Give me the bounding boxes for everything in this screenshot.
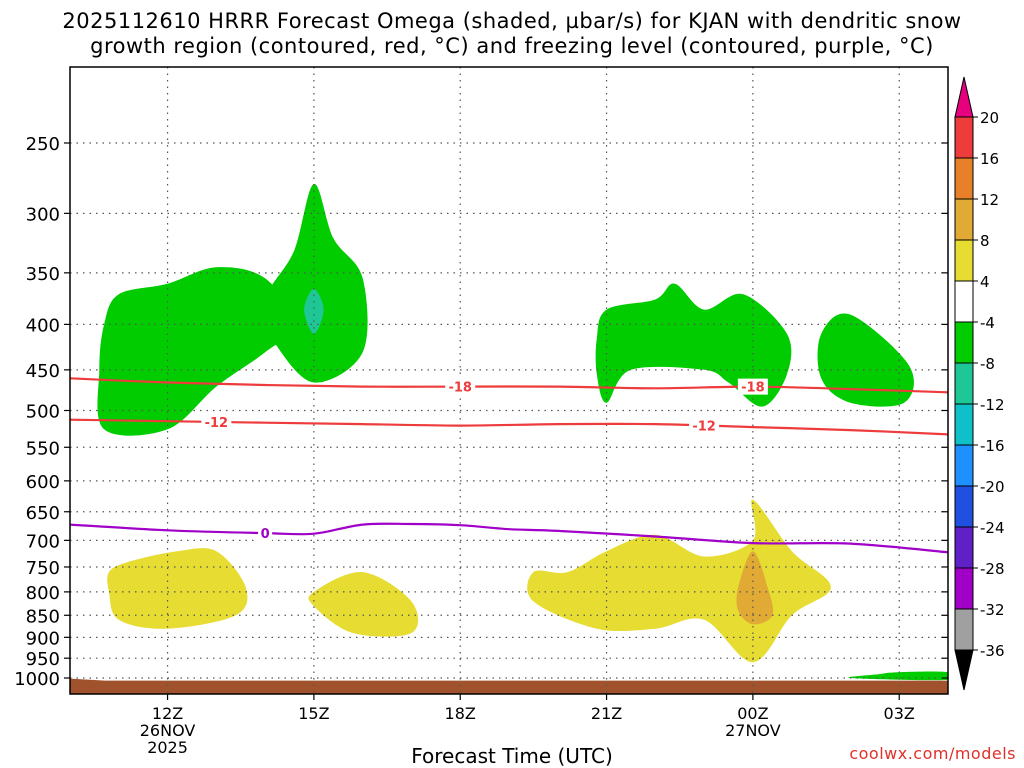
y-tick-label-300: 300 bbox=[26, 204, 60, 225]
colorbar-label--36: -36 bbox=[980, 642, 1005, 660]
contour-label-bg bbox=[737, 378, 768, 395]
colorbar-label--12: -12 bbox=[980, 396, 1005, 414]
x-axis-label: Forecast Time (UTC) bbox=[411, 744, 613, 768]
contour-label-0: 0 bbox=[261, 527, 270, 542]
y-tick-label-600: 600 bbox=[26, 472, 60, 493]
colorbar-label--16: -16 bbox=[980, 437, 1005, 455]
chart-title-line-1: 2025112610 HRRR Forecast Omega (shaded, … bbox=[62, 9, 962, 33]
contour-label--12: -12 bbox=[205, 416, 229, 431]
contour-label--12: -12 bbox=[692, 420, 716, 435]
colorbar-label--28: -28 bbox=[980, 560, 1005, 578]
colorbar-bin bbox=[954, 198, 974, 241]
omega-shading-layer bbox=[97, 183, 948, 681]
colorbar-bin bbox=[954, 608, 974, 651]
colorbar-bin bbox=[954, 239, 974, 282]
colorbar-bin bbox=[954, 157, 974, 200]
y-tick-label-350: 350 bbox=[26, 264, 60, 285]
colorbar-label-8: 8 bbox=[980, 232, 990, 250]
terrain-layer bbox=[70, 678, 948, 694]
colorbar-label--8: -8 bbox=[980, 355, 995, 373]
colorbar-label-4: 4 bbox=[980, 273, 990, 291]
omega-region-upward-motion-morning bbox=[97, 267, 295, 436]
omega-region-upward-motion-near-surface bbox=[848, 671, 948, 681]
y-tick-label-800: 800 bbox=[26, 583, 60, 604]
omega-region-upward-motion-21z bbox=[595, 283, 792, 407]
contour-label--18: -18 bbox=[448, 381, 472, 396]
chart-title-line-2: growth region (contoured, red, °C) and f… bbox=[90, 34, 934, 58]
colorbar-bin bbox=[954, 362, 974, 405]
x-tick-label-18Z: 18Z bbox=[445, 704, 476, 723]
y-tick-label-500: 500 bbox=[26, 402, 60, 423]
colorbar-bin bbox=[954, 485, 974, 528]
omega-region-downward-motion-00z-core bbox=[736, 551, 774, 625]
colorbar-bin bbox=[954, 526, 974, 569]
x-tick-label-12Z: 12Z bbox=[152, 704, 183, 723]
y-tick-label-450: 450 bbox=[26, 361, 60, 382]
y-tick-label-900: 900 bbox=[26, 628, 60, 649]
x-tick-year-12Z: 2025 bbox=[147, 738, 188, 757]
x-tick-label-00Z: 00Z bbox=[737, 704, 768, 723]
colorbar-label--4: -4 bbox=[980, 314, 995, 332]
x-tick-date-12Z: 26NOV bbox=[140, 721, 196, 740]
colorbar-label-16: 16 bbox=[980, 150, 999, 168]
plot-frame bbox=[69, 66, 949, 695]
omega-region-downward-motion-16z bbox=[308, 571, 419, 637]
y-tick-label-650: 650 bbox=[26, 503, 60, 524]
credit-link[interactable]: coolwx.com/models bbox=[849, 744, 1016, 763]
omega-region-upward-motion-02z bbox=[817, 313, 914, 407]
y-tick-label-850: 850 bbox=[26, 606, 60, 627]
y-tick-label-400: 400 bbox=[26, 315, 60, 336]
omega-region-upward-motion-15z-core bbox=[304, 289, 324, 334]
x-tick-label-15Z: 15Z bbox=[298, 704, 329, 723]
colorbar-bin bbox=[954, 280, 974, 323]
contour-label-bg bbox=[445, 378, 476, 395]
colorbar-bin bbox=[954, 444, 974, 487]
contour-line--18 bbox=[70, 377, 948, 394]
x-tick-label-21Z: 21Z bbox=[591, 704, 622, 723]
omega-region-downward-motion-morning bbox=[107, 548, 248, 629]
colorbar-label-20: 20 bbox=[980, 109, 999, 127]
colorbar-label--32: -32 bbox=[980, 601, 1005, 619]
x-tick-label-03Z: 03Z bbox=[884, 704, 915, 723]
colorbar-bottom-arrow bbox=[954, 649, 974, 691]
colorbar-label--20: -20 bbox=[980, 478, 1005, 496]
y-tick-label-750: 750 bbox=[26, 558, 60, 579]
contour-label-bg bbox=[689, 417, 720, 434]
colorbar: 20 16 12 8 4 -4 -8 -12 -16 -20 -24 -28 -32 -36 bbox=[954, 76, 1005, 691]
omega-region-upward-motion-15z bbox=[264, 183, 368, 383]
colorbar-top-arrow bbox=[954, 76, 974, 118]
y-tick-label-1000: 1000 bbox=[14, 669, 60, 690]
contour-layer: -18 -18 -12 -12 0 bbox=[70, 377, 948, 554]
colorbar-bin bbox=[954, 321, 974, 364]
y-tick-label-950: 950 bbox=[26, 649, 60, 670]
colorbar-bin bbox=[954, 403, 974, 446]
colorbar-bin bbox=[954, 116, 974, 159]
terrain-fill bbox=[70, 678, 948, 694]
colorbar-label--24: -24 bbox=[980, 519, 1005, 537]
x-tick-date-00Z: 27NOV bbox=[725, 721, 781, 740]
y-tick-label-550: 550 bbox=[26, 438, 60, 459]
colorbar-bin bbox=[954, 567, 974, 610]
contour-line-0 bbox=[70, 522, 948, 554]
contour-label--18: -18 bbox=[741, 381, 765, 396]
contour-label-bg bbox=[258, 525, 273, 542]
contour-label-bg bbox=[201, 413, 232, 430]
axes-layer: 2503003504004505005506006507007508008509… bbox=[14, 66, 949, 757]
colorbar-label-12: 12 bbox=[980, 191, 999, 209]
y-tick-label-250: 250 bbox=[26, 134, 60, 155]
y-tick-label-700: 700 bbox=[26, 531, 60, 552]
